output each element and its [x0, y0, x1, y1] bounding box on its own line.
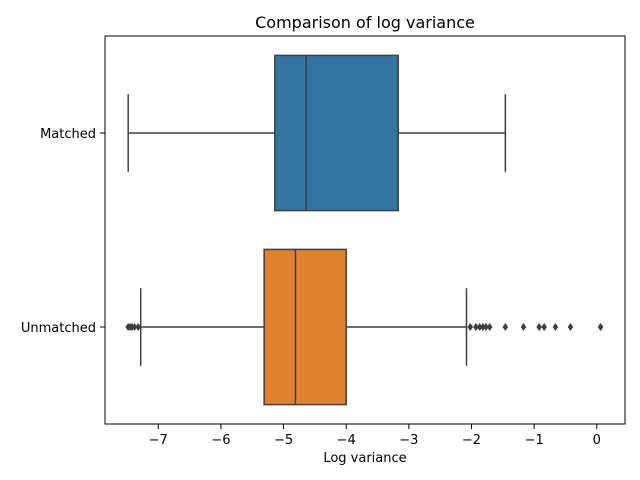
outlier-point: [483, 323, 489, 331]
outlier-point: [567, 323, 574, 331]
chart-title: Comparison of log variance: [255, 13, 475, 32]
x-tick-label: −1: [525, 433, 544, 448]
x-tick-label: −4: [337, 433, 356, 448]
outlier-point: [131, 323, 138, 331]
x-tick-label: −3: [399, 433, 418, 448]
outlier-point: [541, 323, 547, 331]
y-tick-label: Matched: [40, 127, 96, 142]
outlier-point: [473, 323, 479, 331]
y-tick-label: Unmatched: [21, 321, 96, 336]
x-tick-label: 0: [593, 433, 601, 448]
outlier-point: [486, 323, 493, 331]
outlier-point: [467, 323, 474, 331]
axes-frame: [104, 35, 626, 425]
x-tick-label: −7: [149, 433, 168, 448]
iqr-box: [274, 54, 399, 212]
x-tick-label: −5: [274, 433, 293, 448]
outlier-point: [597, 323, 604, 331]
x-axis: −7 −6 −5 −4 −3 −2 −1 0: [149, 424, 601, 448]
iqr-box: [263, 248, 347, 406]
outlier-point: [135, 323, 142, 331]
plot-area: [125, 54, 604, 406]
x-axis-label: Log variance: [323, 451, 406, 466]
outlier-point: [502, 323, 509, 331]
x-tick-label: −6: [211, 433, 230, 448]
outlier-point: [479, 323, 486, 331]
box-group-unmatched: [125, 248, 604, 406]
outlier-point: [552, 323, 559, 331]
outlier-point: [476, 323, 483, 331]
box-group-matched: [127, 54, 507, 212]
y-axis: Matched Unmatched: [21, 127, 105, 336]
x-tick-label: −2: [462, 433, 481, 448]
outlier-point: [520, 323, 527, 331]
outlier-point: [536, 323, 542, 331]
